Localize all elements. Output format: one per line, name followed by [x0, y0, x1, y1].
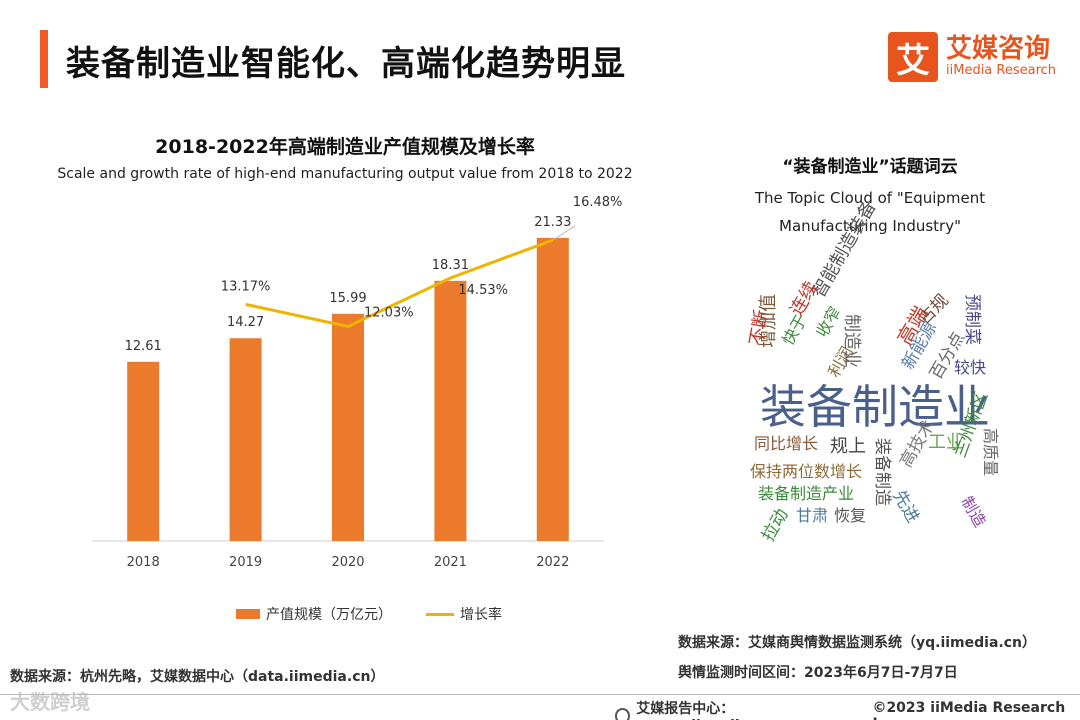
- cloud-word: 装备制造: [872, 438, 892, 506]
- bar-value-label-2018: 12.61: [125, 339, 162, 354]
- cloud-word: 恢复: [834, 506, 867, 525]
- footer: 艾媒报告中心：report.iimedia.cn ©2023 iiMedia R…: [615, 698, 1080, 720]
- cloud-word: 规上: [830, 436, 866, 457]
- cloud-word: 装备制造产业: [758, 484, 855, 503]
- title-accent-bar: [40, 30, 48, 88]
- footer-report-center: 艾媒报告中心：report.iimedia.cn: [636, 701, 773, 720]
- cloud-word: 较快: [954, 358, 987, 377]
- source-right: 数据来源：艾媒商舆情数据监测系统（yq.iimedia.cn）: [678, 635, 1036, 651]
- monitor-period: 舆情监测时间区间：2023年6月7日-7月7日: [678, 665, 958, 681]
- bar-value-label-2020: 15.99: [329, 291, 366, 306]
- legend-line-swatch: [426, 612, 454, 616]
- brand-logo: 艾 艾媒咨询 iiMedia Research: [888, 32, 1056, 82]
- growth-label-2019: 13.17%: [221, 279, 271, 294]
- bar-value-label-2022: 21.33: [534, 215, 571, 230]
- logo-en-text: iiMedia Research: [946, 63, 1057, 78]
- word-cloud: 装备制造业 智能制造装备 增加值 连续 快于 不断 收窄 利润 制造业 高端 占…: [740, 197, 1020, 558]
- cloud-word: 先进: [888, 487, 923, 527]
- footer-divider: [0, 694, 1080, 695]
- bar-2018: [127, 361, 160, 541]
- page-title: 装备制造业智能化、高端化趋势明显: [66, 44, 626, 84]
- x-tick-label-2021: 2021: [434, 555, 467, 570]
- cloud-word: 制造业: [841, 314, 862, 368]
- growth-line-leader: [552, 225, 576, 241]
- cloud-word: 同比增长: [754, 434, 819, 453]
- watermark-text: 大数跨境: [10, 690, 90, 714]
- globe-icon: [615, 708, 631, 720]
- logo-cn-text: 艾媒咨询: [946, 34, 1051, 64]
- x-tick-label-2022: 2022: [536, 555, 569, 570]
- word-cloud-title: “装备制造业”话题词云: [782, 157, 958, 177]
- cloud-word: 拉动: [758, 505, 793, 545]
- legend-bar-label: 产值规模（万亿元）: [266, 607, 392, 623]
- footer-copyright: ©2023 iiMedia Research Inc: [872, 700, 1066, 720]
- bar-2020: [332, 313, 364, 541]
- logo-mark-icon: 艾: [888, 32, 938, 82]
- legend-bar-swatch: [236, 609, 260, 619]
- bar-2022: [536, 237, 569, 541]
- x-tick-label-2019: 2019: [229, 555, 262, 570]
- chart-legend: 产值规模（万亿元） 增长率: [236, 604, 502, 624]
- chart-title: 2018-2022年高端制造业产值规模及增长率: [155, 136, 535, 158]
- x-tick-label-2018: 2018: [127, 555, 160, 570]
- bar-value-label-2019: 14.27: [227, 315, 264, 330]
- x-tick-label-2020: 2020: [331, 555, 364, 570]
- bar-2021: [434, 280, 467, 541]
- cloud-word: 制造: [957, 493, 990, 531]
- growth-label-2022: 16.48%: [573, 195, 623, 210]
- cloud-word: 甘肃: [796, 506, 829, 525]
- chart-subtitle: Scale and growth rate of high-end manufa…: [57, 166, 633, 182]
- cloud-word: 装备制造业: [760, 380, 990, 434]
- word-cloud-subtitle: The Topic Cloud of "Equipment Manufactur…: [754, 189, 986, 235]
- cloud-word: 工业: [928, 432, 964, 453]
- cloud-word: 收窄: [812, 303, 845, 341]
- cloud-word: 高质量: [981, 428, 1000, 477]
- growth-line: [245, 238, 554, 329]
- growth-label-2020: 12.03%: [364, 305, 414, 320]
- cloud-word: 快于: [778, 311, 811, 349]
- cloud-word: 预制菜: [962, 294, 982, 345]
- bar-value-label-2021: 18.31: [432, 258, 469, 273]
- cloud-word: 保持两位数增长: [750, 462, 863, 481]
- bar-2019: [229, 338, 262, 541]
- growth-label-2021: 14.53%: [458, 283, 508, 298]
- source-left: 数据来源：杭州先略，艾媒数据中心（data.iimedia.cn）: [10, 669, 385, 685]
- legend-line-label: 增长率: [460, 607, 502, 623]
